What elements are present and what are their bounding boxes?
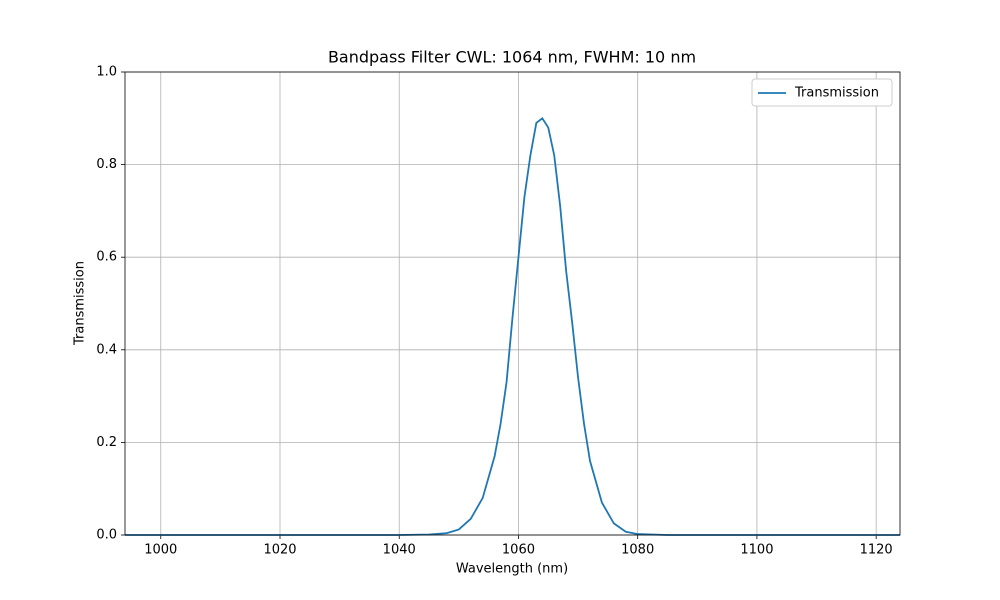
y-tick-label: 0.6 [96,250,117,265]
x-tick-label: 1060 [502,543,535,558]
y-tick-label: 1.0 [96,65,117,80]
data-line [125,116,900,536]
x-tick-label: 1080 [621,543,654,558]
plot-frame [124,71,901,536]
x-tick-label: 1120 [860,543,893,558]
y-tick-label: 0.4 [96,342,117,357]
x-tick-label: 1020 [263,543,296,558]
x-tick-label: 1000 [144,543,177,558]
x-tick-label: 1100 [740,543,773,558]
x-tick-label: 1040 [383,543,416,558]
y-axis-label: Transmission [73,261,88,346]
x-axis-label: Wavelength (nm) [456,562,568,577]
chart-title: Bandpass Filter CWL: 1064 nm, FWHM: 10 n… [328,48,696,67]
legend-box [751,78,893,107]
legend-label: Transmission [794,86,879,101]
y-tick-label: 0.8 [96,157,117,172]
y-tick-label: 0.2 [96,435,117,450]
y-tick-label: 0.0 [96,528,117,543]
